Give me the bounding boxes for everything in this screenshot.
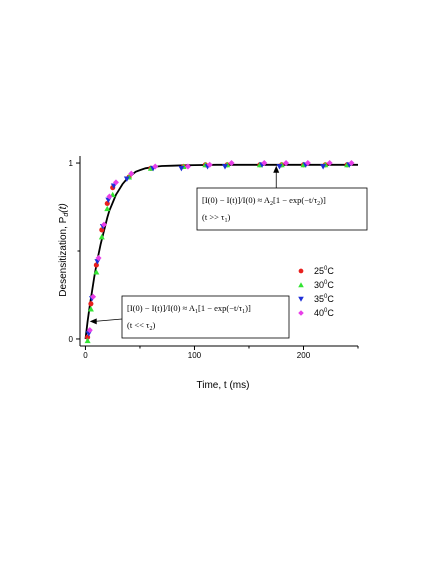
annotation-condition: (t >> τ1) <box>202 212 230 224</box>
x-axis-title: Time, t (ms) <box>197 380 250 391</box>
legend-marker-25 <box>298 268 304 274</box>
data-point-40 <box>348 160 355 167</box>
annotations: [I(0) − I(t)]/I(0) ≈ A2[1 − exp(−t/τ2)] (… <box>89 165 368 339</box>
annotation-condition: (t << τ2) <box>127 320 155 332</box>
annotation-2: [I(0) − I(t)]/I(0) ≈ A1[1 − exp(−t/τ1)] (… <box>89 295 290 339</box>
x-tick-label: 200 <box>297 351 311 360</box>
annotation-box <box>196 187 368 231</box>
legend-label-25: 250C <box>314 266 334 276</box>
legend-label-35: 350C <box>314 294 334 304</box>
data-points <box>84 160 355 344</box>
annotation-arrow <box>94 318 123 322</box>
data-point-25 <box>88 301 94 307</box>
axes: 0 100 200 0 1 <box>69 156 359 360</box>
data-point-40 <box>112 179 119 186</box>
data-point-40 <box>206 161 213 168</box>
data-point-30 <box>98 233 105 240</box>
legend: 250C 300C 350C 400C <box>298 266 334 318</box>
data-point-40 <box>90 293 97 300</box>
x-tick-label: 0 <box>83 351 88 360</box>
legend-marker-30 <box>298 282 304 288</box>
data-point-30 <box>87 306 94 312</box>
data-point-35 <box>276 164 283 170</box>
legend-label-30: 300C <box>314 280 334 290</box>
legend-label-40: 400C <box>314 308 334 318</box>
data-point-40 <box>100 221 107 228</box>
data-point-40 <box>228 160 235 167</box>
annotation-box <box>121 295 290 339</box>
data-point-40 <box>304 160 311 167</box>
x-tick-label: 100 <box>188 351 202 360</box>
data-point-30 <box>84 337 91 344</box>
data-point-30 <box>93 269 100 275</box>
data-point-40 <box>261 160 268 167</box>
annotation-arrowhead <box>89 318 97 325</box>
annotation-equation: [I(0) − I(t)]/I(0) ≈ A1[1 − exp(−t/τ1)] <box>127 303 251 315</box>
annotation-1: [I(0) − I(t)]/I(0) ≈ A2[1 − exp(−t/τ2)] (… <box>196 165 368 231</box>
data-point-40 <box>106 193 113 200</box>
data-point-40 <box>86 327 93 334</box>
data-point-40 <box>184 163 191 170</box>
data-point-35 <box>110 183 117 189</box>
legend-marker-35 <box>298 296 304 302</box>
annotation-equation: [I(0) − I(t)]/I(0) ≈ A2[1 − exp(−t/τ2)] <box>202 195 326 207</box>
data-point-40 <box>128 170 135 177</box>
data-point-40 <box>283 160 290 167</box>
legend-marker-40 <box>298 310 304 316</box>
data-point-35 <box>221 164 228 170</box>
data-point-35 <box>320 164 327 170</box>
data-point-40 <box>326 160 333 167</box>
data-point-40 <box>152 163 159 170</box>
data-point-40 <box>95 255 102 262</box>
y-tick-label: 1 <box>69 159 74 168</box>
data-point-35 <box>123 176 130 182</box>
annotation-arrowhead <box>273 165 280 173</box>
y-tick-label: 0 <box>69 335 74 344</box>
y-axis-title: Desensitization, Pd(t) <box>58 203 70 296</box>
data-point-35 <box>178 165 185 172</box>
data-point-30 <box>104 205 111 212</box>
